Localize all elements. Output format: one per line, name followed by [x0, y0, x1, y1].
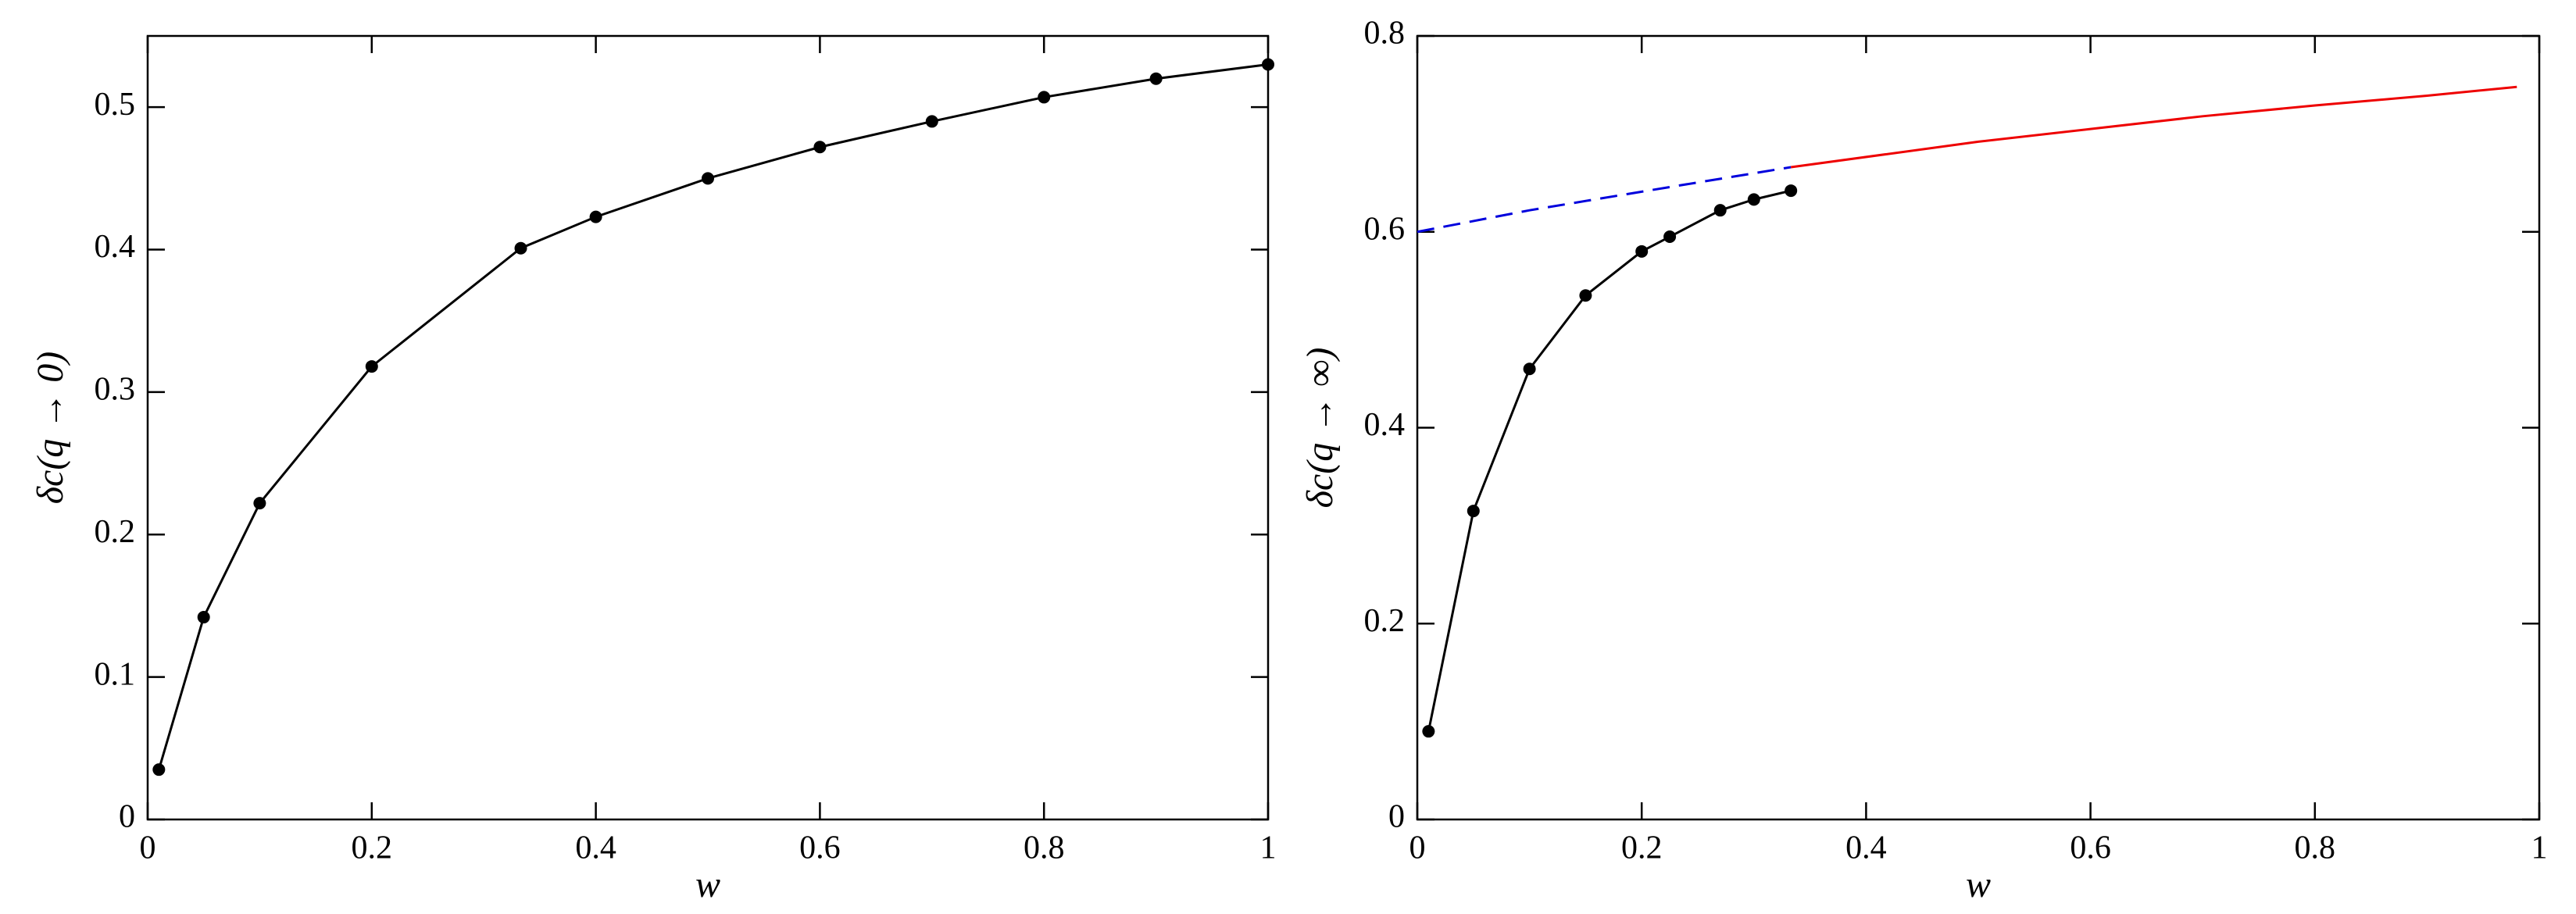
data-point	[589, 210, 602, 223]
data-point	[1038, 91, 1051, 104]
plot-frame	[1416, 34, 2541, 821]
data-point	[152, 763, 166, 777]
series-line	[1417, 166, 1792, 234]
data-point	[1785, 184, 1798, 198]
data-point	[813, 141, 827, 154]
y-tick-label: 0.5	[95, 87, 136, 123]
data-point	[514, 241, 527, 255]
data-point	[365, 360, 378, 373]
x-tick-label: 0.2	[352, 830, 393, 866]
y-tick-label: 0.3	[95, 372, 136, 408]
data-point	[197, 611, 210, 624]
data-point	[1663, 230, 1677, 244]
data-point	[925, 115, 938, 128]
data-point	[1149, 72, 1163, 85]
y-tick-label: 0.4	[1364, 407, 1406, 443]
x-tick-label: 0.8	[1024, 830, 1065, 866]
y-tick-label: 0.1	[95, 656, 136, 692]
y-tick-label: 0.6	[1364, 211, 1406, 247]
x-axis-title: w	[1966, 864, 1991, 905]
data-point	[1635, 245, 1649, 258]
data-point	[1747, 193, 1760, 206]
series-line	[1790, 85, 2517, 169]
x-tick-label: 1	[1260, 830, 1277, 866]
x-tick-label: 0.4	[575, 830, 616, 866]
series-line	[157, 62, 1269, 770]
x-tick-label: 0.8	[2295, 830, 2336, 866]
y-tick-label: 0.2	[95, 514, 136, 550]
y-tick-label: 0	[119, 799, 135, 835]
data-point	[702, 172, 714, 185]
data-point	[1579, 289, 1592, 302]
y-tick-label: 0.8	[1364, 16, 1406, 52]
data-point	[1422, 725, 1435, 738]
y-axis-title: δc(q → 0)	[30, 352, 71, 505]
y-axis-title: δc(q → ∞)	[1299, 348, 1341, 509]
y-tick-label: 0	[1388, 799, 1405, 835]
series-line	[1427, 189, 1792, 732]
x-tick-label: 1	[2531, 830, 2548, 866]
x-tick-label: 0.6	[799, 830, 841, 866]
y-tick-label: 0.4	[95, 229, 136, 265]
x-tick-label: 0.4	[1845, 830, 1887, 866]
x-tick-label: 0	[1409, 830, 1426, 866]
x-axis-title: w	[695, 864, 720, 905]
x-tick-label: 0.2	[1621, 830, 1663, 866]
x-tick-label: 0	[140, 830, 156, 866]
x-tick-label: 0.6	[2070, 830, 2111, 866]
data-point	[1713, 204, 1727, 217]
data-point	[1523, 362, 1536, 376]
data-point	[253, 497, 266, 510]
data-point	[1467, 505, 1480, 518]
data-point	[1262, 58, 1274, 71]
y-tick-label: 0.2	[1364, 603, 1406, 639]
plot-frame	[146, 34, 1270, 821]
